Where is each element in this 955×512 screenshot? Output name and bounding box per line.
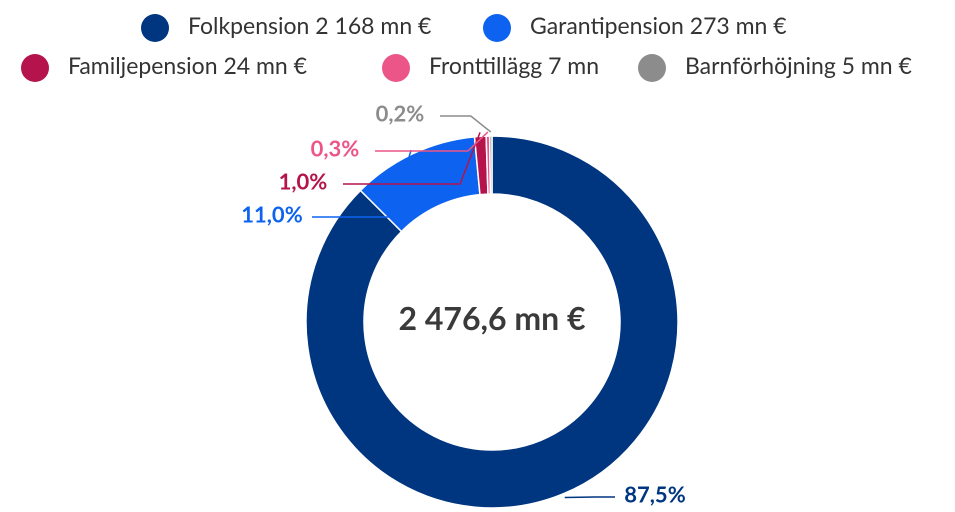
data-label: 1,0% bbox=[279, 168, 328, 195]
data-label: 0,3% bbox=[311, 135, 360, 162]
donut-slice bbox=[488, 135, 493, 195]
donut-slice bbox=[305, 135, 679, 509]
leader-line bbox=[312, 149, 412, 218]
data-label: 87,5% bbox=[624, 481, 685, 508]
center-total: 2 476,6 mn € bbox=[398, 298, 585, 337]
legend-swatch bbox=[638, 54, 666, 82]
leader-line bbox=[564, 496, 615, 499]
legend-label: Barnförhöjning 5 mn € bbox=[685, 51, 912, 79]
leader-line bbox=[440, 115, 492, 133]
legend-label: Familjepension 24 mn € bbox=[68, 51, 307, 79]
legend-label: Fronttillägg 7 mn bbox=[429, 51, 599, 79]
legend-swatch bbox=[141, 14, 169, 42]
legend-swatch bbox=[21, 54, 49, 82]
legend-label: Folkpension 2 168 mn € bbox=[188, 11, 431, 39]
leader-line bbox=[375, 131, 489, 152]
leader-line bbox=[343, 132, 481, 185]
legend-label: Garantipension 273 mn € bbox=[530, 11, 787, 39]
legend-swatch bbox=[382, 54, 410, 82]
data-label: 11,0% bbox=[241, 201, 302, 228]
data-label: 0,2% bbox=[376, 100, 425, 127]
legend-swatch bbox=[483, 14, 511, 42]
